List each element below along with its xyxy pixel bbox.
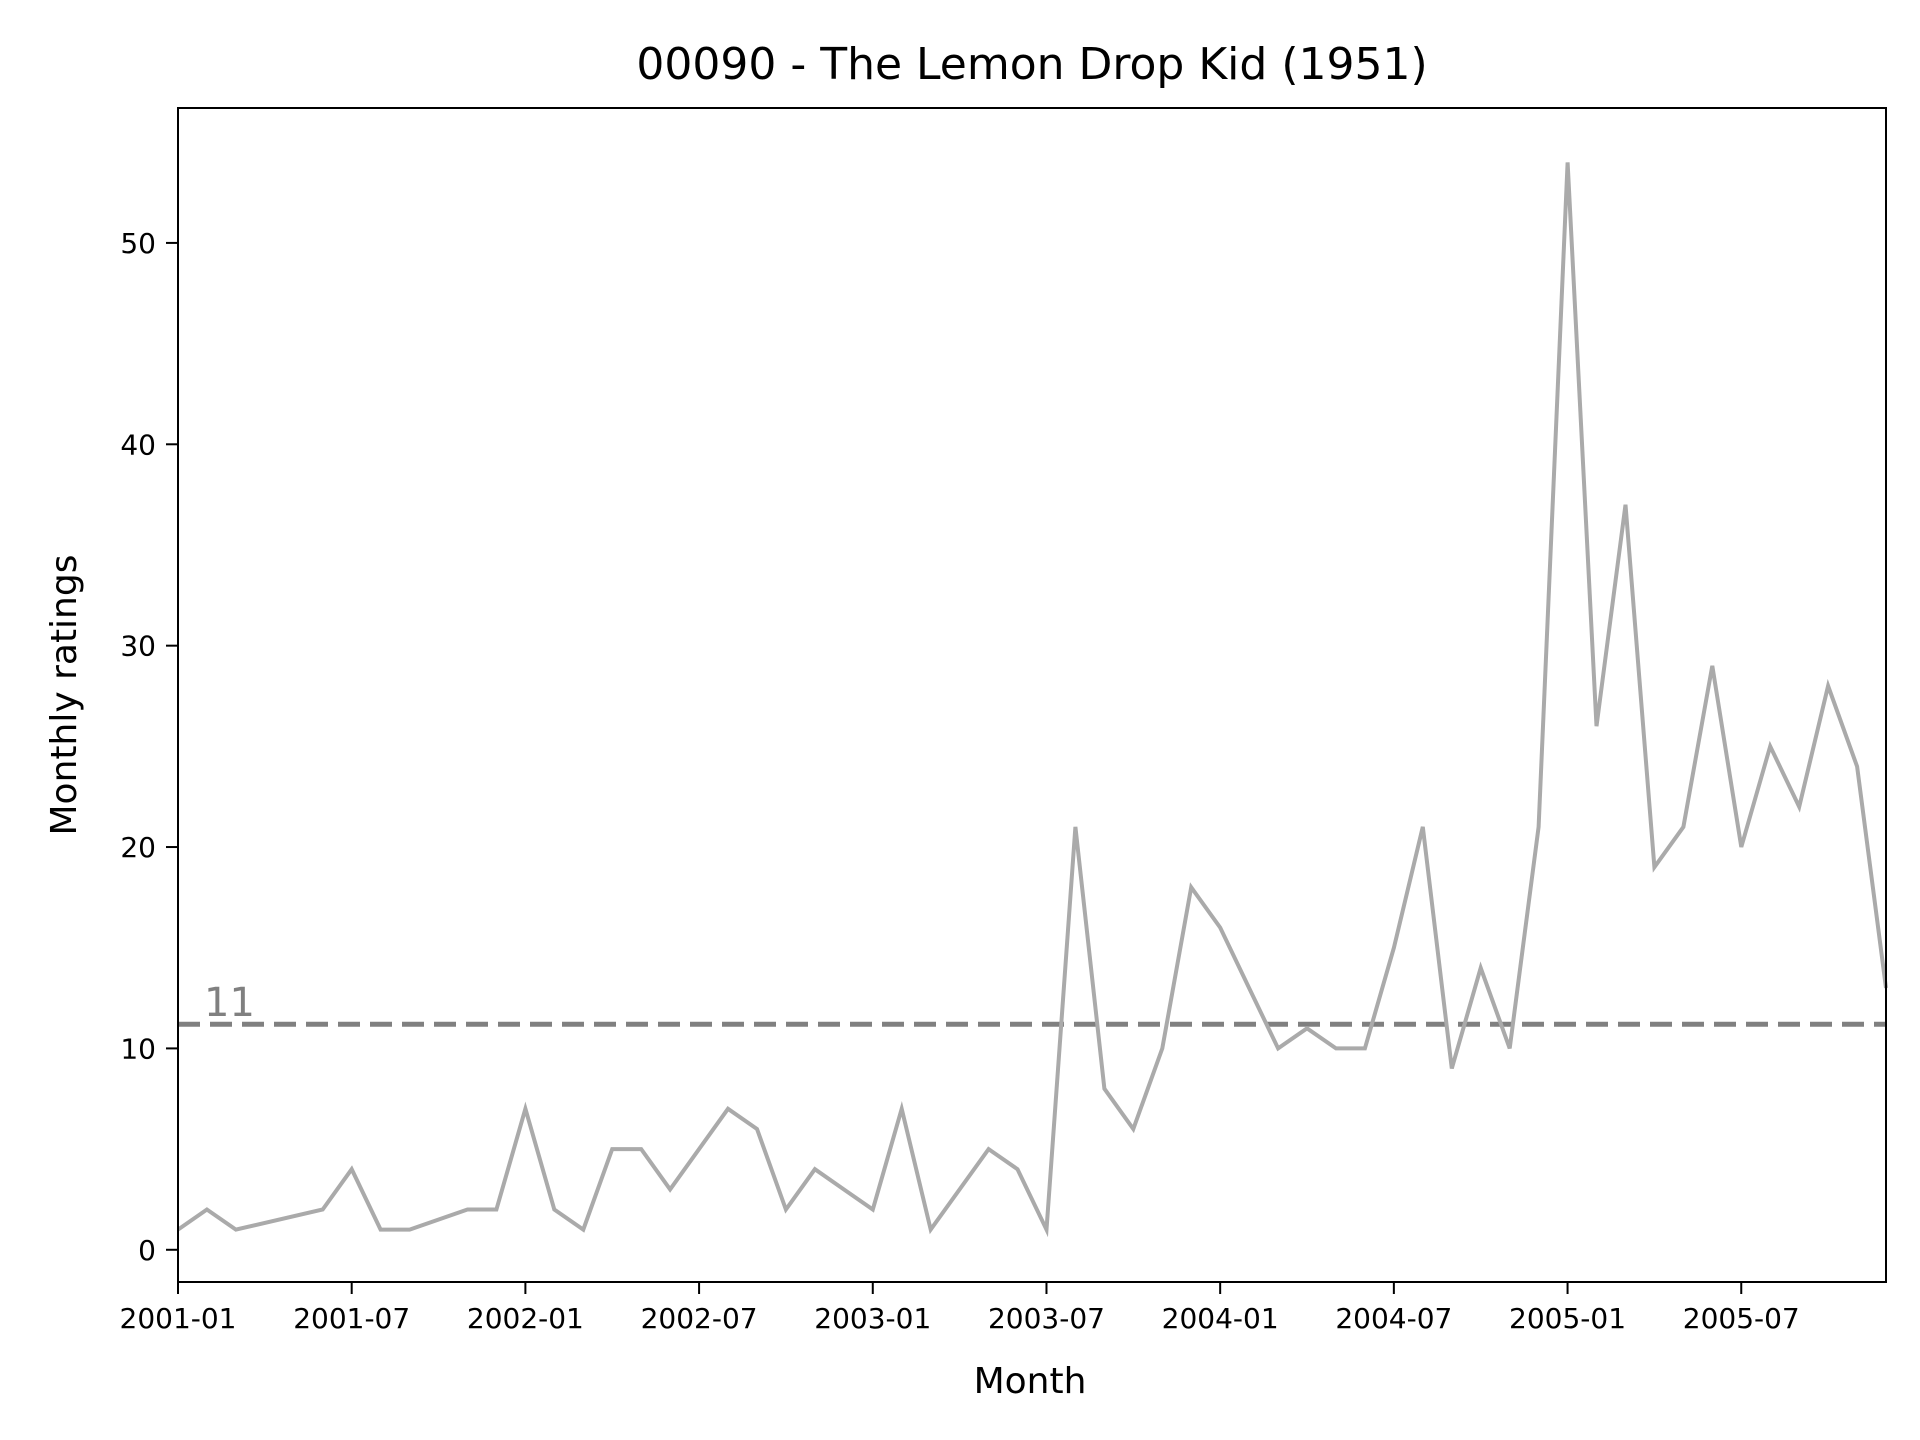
x-tick-label: 2005-07: [1683, 1302, 1800, 1335]
y-tick-label: 10: [120, 1032, 156, 1065]
x-tick-label: 2004-01: [1162, 1302, 1279, 1335]
x-tick-label: 2003-07: [988, 1302, 1105, 1335]
x-tick-label: 2004-07: [1335, 1302, 1452, 1335]
y-axis-label: Monthly ratings: [44, 555, 85, 836]
x-tick-label: 2001-07: [293, 1302, 410, 1335]
x-tick-label: 2001-01: [120, 1302, 237, 1335]
reference-line-label: 11: [204, 980, 255, 1026]
y-tick-label: 40: [120, 428, 156, 461]
x-tick-label: 2005-01: [1509, 1302, 1626, 1335]
x-axis: 2001-01 2001-07 2002-01 2002-07 2003-01 2003-…: [120, 1282, 1800, 1335]
x-tick-label: 2003-01: [814, 1302, 931, 1335]
plot-area: 11: [176, 162, 1888, 1238]
y-tick-label: 50: [120, 227, 156, 260]
y-tick-label: 0: [138, 1234, 156, 1267]
plot-frame: [177, 107, 1887, 1283]
x-tick-label: 2002-07: [641, 1302, 758, 1335]
x-tick-label: 2002-01: [467, 1302, 584, 1335]
series-line: [176, 162, 1888, 1238]
y-tick-label: 30: [120, 630, 156, 663]
chart-title: 00090 - The Lemon Drop Kid (1951): [636, 39, 1427, 90]
y-axis: 0 10 20 30 40 50: [120, 227, 178, 1267]
x-axis-label: Month: [974, 1361, 1087, 1402]
y-tick-label: 20: [120, 831, 156, 864]
